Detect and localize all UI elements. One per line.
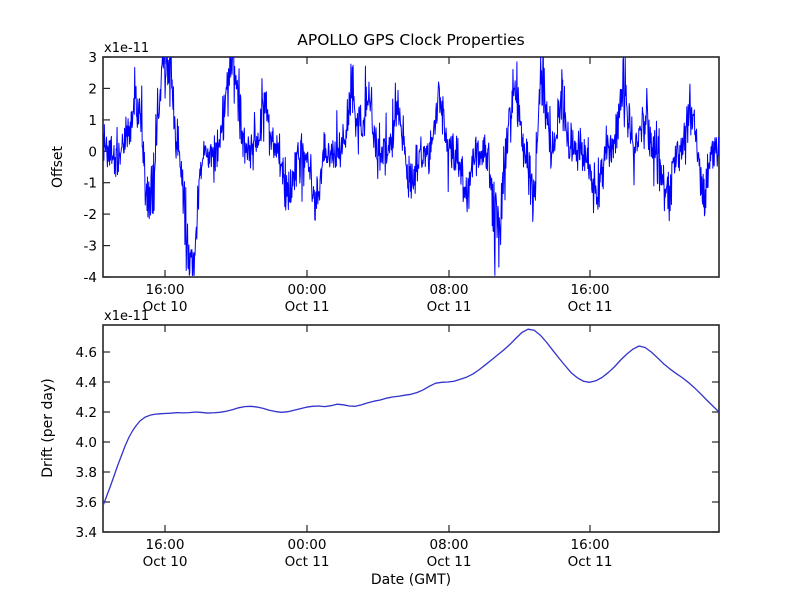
offset-ytick-1: 1 (88, 113, 97, 129)
offset-y-exponent-label: x1e-11 (104, 41, 149, 56)
drift-ytick-3-8: 3.8 (76, 465, 97, 481)
offset-xtick-date-3: Oct 11 (568, 299, 613, 315)
drift-y-axis-label: Drift (per day) (40, 378, 56, 477)
offset-y-axis-label: Offset (50, 145, 66, 188)
offset-xtick-time-2: 08:00 (430, 282, 469, 298)
drift-xtick-time-2: 08:00 (430, 537, 469, 553)
drift-x-ticks (164, 325, 591, 532)
drift-y-ticks (103, 351, 719, 533)
drift-y-ticklabels: 3.4 3.6 3.8 4.0 4.2 4.4 4.6 (76, 345, 97, 541)
drift-ytick-4-2: 4.2 (76, 405, 97, 421)
drift-axes-frame (102, 324, 720, 533)
offset-axes-frame (102, 56, 720, 278)
offset-xtick-date-1: Oct 11 (285, 299, 330, 315)
drift-xtick-time-3: 16:00 (571, 537, 610, 553)
offset-ytick-m4: -4 (84, 270, 97, 286)
page-title: APOLLO GPS Clock Properties (297, 31, 525, 49)
drift-xtick-date-3: Oct 11 (568, 554, 613, 570)
offset-trace (103, 57, 719, 276)
offset-ytick-m2: -2 (84, 207, 97, 223)
drift-trace (103, 328, 719, 507)
drift-xtick-date-2: Oct 11 (427, 554, 472, 570)
drift-panel: x1e-11 3.4 3.6 (40, 309, 720, 588)
offset-ytick-3: 3 (88, 50, 97, 66)
drift-y-exponent-label: x1e-11 (104, 309, 149, 324)
drift-ytick-4-4: 4.4 (76, 375, 97, 391)
offset-xtick-time-0: 16:00 (146, 282, 185, 298)
drift-ytick-4-6: 4.6 (76, 345, 97, 361)
offset-ytick-m1: -1 (84, 176, 97, 192)
drift-xtick-time-1: 00:00 (288, 537, 327, 553)
offset-panel: APOLLO GPS Clock Properties x1e-11 3 2 1… (50, 31, 720, 315)
drift-x-axis-label: Date (GMT) (371, 572, 451, 588)
drift-x-ticklabels: 16:00 Oct 10 00:00 Oct 11 08:00 Oct 11 1… (143, 537, 613, 570)
offset-ytick-0: 0 (88, 144, 97, 160)
drift-ytick-3-6: 3.6 (76, 495, 97, 511)
drift-ytick-3-4: 3.4 (76, 525, 97, 541)
offset-trace-group (103, 57, 719, 276)
offset-xtick-time-3: 16:00 (571, 282, 610, 298)
drift-xtick-date-0: Oct 10 (143, 554, 188, 570)
offset-xtick-time-1: 00:00 (288, 282, 327, 298)
offset-y-ticklabels: 3 2 1 0 -1 -2 -3 -4 (84, 50, 97, 286)
drift-xtick-time-0: 16:00 (146, 537, 185, 553)
offset-x-ticklabels: 16:00 Oct 10 00:00 Oct 11 08:00 Oct 11 1… (143, 282, 613, 315)
offset-ytick-m3: -3 (84, 239, 97, 255)
offset-xtick-date-2: Oct 11 (427, 299, 472, 315)
drift-ytick-4-0: 4.0 (76, 435, 97, 451)
drift-trace-group (103, 328, 719, 507)
drift-xtick-date-1: Oct 11 (285, 554, 330, 570)
offset-xtick-date-0: Oct 10 (143, 299, 188, 315)
offset-ytick-2: 2 (88, 81, 97, 97)
